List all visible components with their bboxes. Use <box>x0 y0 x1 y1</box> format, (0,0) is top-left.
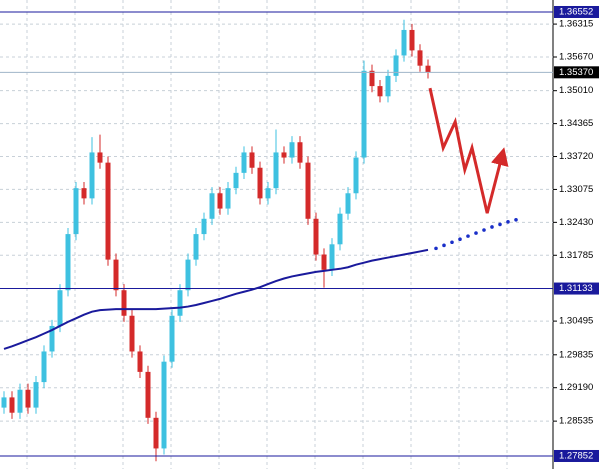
forecast-arrow <box>428 87 509 214</box>
y-tick-label: 1.35010 <box>559 85 593 96</box>
candle-body <box>353 157 359 194</box>
ma-projection-dot <box>466 234 470 238</box>
y-tick-label: 1.36315 <box>559 19 593 30</box>
candle-body <box>233 172 239 189</box>
ma-projection-dot <box>482 228 486 232</box>
candle-body <box>361 70 367 158</box>
candle-body <box>417 50 423 66</box>
y-tick-label: 1.29190 <box>559 382 593 393</box>
candle-body <box>273 152 279 189</box>
ma-projection-dot <box>506 220 510 224</box>
y-tick-label: 1.32430 <box>559 217 593 228</box>
candle-body <box>185 259 191 291</box>
vertical-grid <box>26 0 508 469</box>
y-tick-label: 1.31785 <box>559 250 593 261</box>
candle-body <box>105 162 111 260</box>
candle-body <box>409 29 415 51</box>
ma-projection-dot <box>514 218 518 222</box>
candle-body <box>25 389 31 408</box>
level-label: 1.31133 <box>559 283 593 294</box>
candle-body <box>17 389 23 413</box>
candle-body <box>153 417 159 449</box>
candle-body <box>217 193 223 209</box>
candle-body <box>305 162 311 219</box>
candle-body <box>57 290 63 326</box>
candle-body <box>209 193 215 219</box>
ma-projection-dot <box>490 225 494 229</box>
candle-body <box>425 65 431 73</box>
candle-body <box>377 86 383 97</box>
level-label: 1.36552 <box>559 7 593 18</box>
candle-body <box>249 152 255 168</box>
level-box <box>554 449 599 462</box>
candle-body <box>193 234 199 260</box>
candle-body <box>225 188 231 209</box>
candle-body <box>257 167 263 199</box>
candle-body <box>297 142 303 163</box>
candle-body <box>265 188 271 199</box>
level-box <box>554 5 599 18</box>
candle-body <box>1 397 7 408</box>
candle-body <box>337 213 343 245</box>
candle-body <box>241 152 247 173</box>
candle-body <box>329 244 335 270</box>
ma-projection-dot <box>442 243 446 248</box>
candle-body <box>201 218 207 235</box>
current-price-label: 1.35370 <box>559 67 593 78</box>
ma-projection-dot <box>498 222 502 227</box>
y-tick-label: 1.28535 <box>559 416 593 427</box>
candle-body <box>41 351 47 383</box>
current-price-box <box>554 66 599 79</box>
candle-body <box>73 188 79 235</box>
candle-body <box>65 234 71 291</box>
y-tick-label: 1.34365 <box>559 118 593 129</box>
candle-body <box>9 397 15 413</box>
ma-projection-dot <box>450 240 454 245</box>
candle-body <box>393 55 399 76</box>
candle-body <box>345 193 351 214</box>
ma-projection-dot <box>458 237 462 241</box>
y-tick-label: 1.30495 <box>559 316 593 327</box>
candle-body <box>33 382 39 408</box>
candle-body <box>129 315 135 352</box>
level-label: 1.27852 <box>559 451 593 462</box>
ma-projection-dot <box>474 231 478 235</box>
candle-body <box>385 75 391 97</box>
y-tick-label: 1.33720 <box>559 151 593 162</box>
candle-body <box>121 290 127 316</box>
candle-body <box>97 152 103 163</box>
candle-body <box>177 290 183 316</box>
candle-body <box>289 142 295 158</box>
y-tick-label: 1.35670 <box>559 52 593 63</box>
candle-body <box>49 325 55 352</box>
candle-body <box>401 29 407 56</box>
candle-body <box>169 315 175 362</box>
level-box <box>554 282 599 295</box>
candle-body <box>89 152 95 199</box>
candle-body <box>369 70 375 87</box>
moving-average <box>3 248 429 350</box>
candle-body <box>321 254 327 270</box>
candle-body <box>161 361 167 449</box>
y-tick-label: 1.33075 <box>559 184 593 195</box>
y-tick-label: 1.29835 <box>559 349 593 360</box>
candle-body <box>145 371 151 418</box>
candle-body <box>313 218 319 255</box>
candle-body <box>281 152 287 158</box>
candle-body <box>113 259 119 291</box>
candle-body <box>81 188 87 199</box>
candle-body <box>137 351 143 372</box>
ma-projection-dot <box>434 246 438 251</box>
